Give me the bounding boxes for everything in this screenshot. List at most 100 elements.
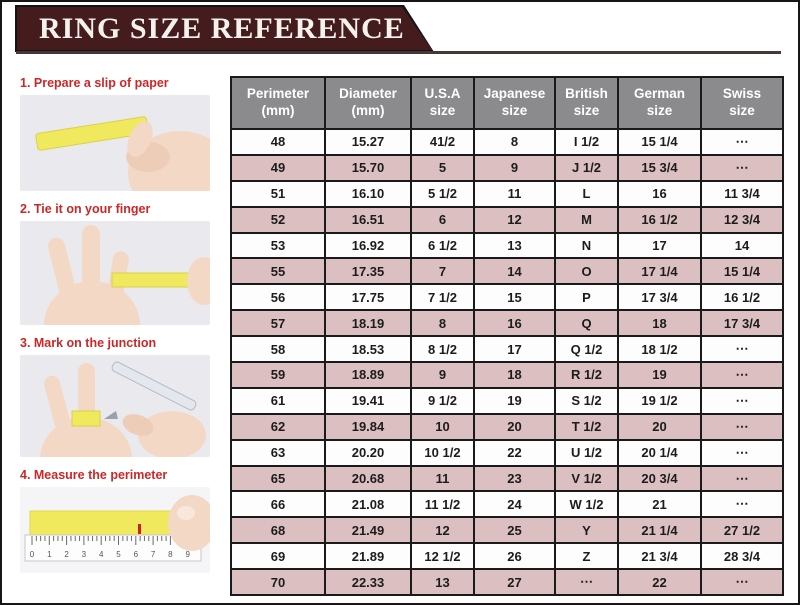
table-cell: 69 — [230, 542, 326, 571]
table-cell: 18.89 — [324, 361, 412, 389]
table-cell: 19 — [473, 386, 556, 415]
ruler — [24, 534, 202, 562]
table-cell: 21.08 — [324, 490, 412, 519]
table-cell: 17 3/4 — [617, 283, 702, 312]
table-cell: 18.19 — [324, 309, 412, 338]
ring-size-table: Perimeter (mm) Diameter (mm) U.S.A size Jap… — [230, 76, 784, 597]
table-cell: 19 1/2 — [617, 386, 702, 415]
table-cell: 10 — [410, 412, 475, 441]
table-cell: 19 — [617, 361, 702, 389]
table-cell: ⋯ — [700, 490, 784, 519]
table-cell: 20.20 — [324, 438, 412, 467]
table-cell: 15.27 — [324, 128, 412, 156]
table-cell: S 1/2 — [554, 386, 619, 415]
step-3-photo — [20, 355, 210, 457]
paper-strip — [29, 510, 187, 536]
ruler-number: 3 — [82, 550, 87, 559]
table-row: 58 18.53 8 1/2 17 Q 1/2 18 1/2 ⋯ — [230, 335, 784, 364]
table-cell: 21.89 — [324, 542, 412, 571]
table-cell: 16.10 — [324, 179, 412, 208]
table-row: 59 18.89 9 18 R 1/2 19 ⋯ — [230, 361, 784, 389]
table-cell: 11 — [410, 464, 475, 493]
table-cell: 19.41 — [324, 386, 412, 415]
table-row: 62 19.84 10 20 T 1/2 20 ⋯ — [230, 412, 784, 441]
table-cell: 18 1/2 — [617, 335, 702, 364]
header-row: Perimeter (mm) Diameter (mm) U.S.A size Jap… — [230, 76, 784, 130]
title-banner: RING SIZE REFERENCE — [17, 7, 432, 50]
table-cell: 8 1/2 — [410, 335, 475, 364]
table-cell: 21 1/4 — [617, 516, 702, 545]
table-cell: 15 — [473, 283, 556, 312]
table-cell: 59 — [230, 361, 326, 389]
finger-nail — [177, 506, 195, 520]
column-header: Diameter (mm) — [324, 76, 412, 130]
thumb-shape — [127, 121, 153, 157]
table-row: 70 22.33 13 27 ⋯ 22 ⋯ — [230, 568, 784, 597]
table-cell: 14 — [473, 257, 556, 286]
table-cell: J 1/2 — [554, 153, 619, 182]
content: 1. Prepare a slip of paper 2. Tie it on … — [20, 64, 784, 603]
table-cell: Q 1/2 — [554, 335, 619, 364]
ruler-number: 6 — [134, 550, 139, 559]
table-cell: 12 1/2 — [410, 542, 475, 571]
table-header: Perimeter (mm) Diameter (mm) U.S.A size Jap… — [230, 76, 784, 130]
table-row: 51 16.10 5 1/2 11 L 16 11 3/4 — [230, 179, 784, 208]
table-cell: 11 3/4 — [700, 179, 784, 208]
table-cell: 18 — [473, 361, 556, 389]
table-cell: 12 3/4 — [700, 205, 784, 234]
ruler-number: 5 — [116, 550, 121, 559]
table-cell: ⋯ — [700, 568, 784, 597]
table-row: 65 20.68 11 23 V 1/2 20 3/4 ⋯ — [230, 464, 784, 493]
table-cell: 49 — [230, 153, 326, 182]
table-cell: 21.49 — [324, 516, 412, 545]
table-cell: 17 — [617, 231, 702, 260]
table-cell: ⋯ — [700, 464, 784, 493]
table-cell: W 1/2 — [554, 490, 619, 519]
table-cell: 62 — [230, 412, 326, 441]
table-cell: 17 — [473, 335, 556, 364]
column-header: Swiss size — [700, 76, 784, 130]
table-row: 55 17.35 7 14 O 17 1/4 15 1/4 — [230, 257, 784, 286]
table-cell: P — [554, 283, 619, 312]
table-row: 53 16.92 6 1/2 13 N 17 14 — [230, 231, 784, 260]
table-cell: 25 — [473, 516, 556, 545]
table-cell: 41/2 — [410, 128, 475, 156]
ruler-number: 4 — [99, 550, 104, 559]
paper-strip — [71, 410, 101, 427]
hand-shape — [187, 257, 210, 305]
step-4-label: 4. Measure the perimeter — [20, 468, 168, 482]
page-title: RING SIZE REFERENCE — [39, 11, 405, 45]
hand-shape — [138, 411, 206, 457]
pen-tip — [104, 411, 118, 419]
table-cell: 68 — [230, 516, 326, 545]
table-cell: ⋯ — [700, 153, 784, 182]
step-1: 1. Prepare a slip of paper — [20, 76, 212, 191]
table-cell: 5 — [410, 153, 475, 182]
table-cell: 21 3/4 — [617, 542, 702, 571]
header-divider — [16, 51, 781, 54]
table-cell: 22 — [473, 438, 556, 467]
table-cell: I 1/2 — [554, 128, 619, 156]
table-cell: 11 1/2 — [410, 490, 475, 519]
table-cell: 16 1/2 — [617, 205, 702, 234]
table-row: 66 21.08 11 1/2 24 W 1/2 21 ⋯ — [230, 490, 784, 519]
table-cell: 20 1/4 — [617, 438, 702, 467]
paper-strip — [111, 272, 197, 288]
step-3-label: 3. Mark on the junction — [20, 336, 157, 350]
table-cell: M — [554, 205, 619, 234]
pen-shape — [111, 361, 197, 411]
table-cell: 6 — [410, 205, 475, 234]
table-cell: 52 — [230, 205, 326, 234]
table-cell: ⋯ — [700, 438, 784, 467]
table-cell: 18.53 — [324, 335, 412, 364]
step-4-photo: 0 1 2 3 4 5 6 7 8 9 — [20, 487, 210, 573]
table-cell: 8 — [473, 128, 556, 156]
table-cell: O — [554, 257, 619, 286]
table-cell: 9 1/2 — [410, 386, 475, 415]
table-cell: 17.35 — [324, 257, 412, 286]
table-cell: 20.68 — [324, 464, 412, 493]
table-cell: 15 1/4 — [700, 257, 784, 286]
table-cell: 12 — [473, 205, 556, 234]
table-cell: 18 — [617, 309, 702, 338]
